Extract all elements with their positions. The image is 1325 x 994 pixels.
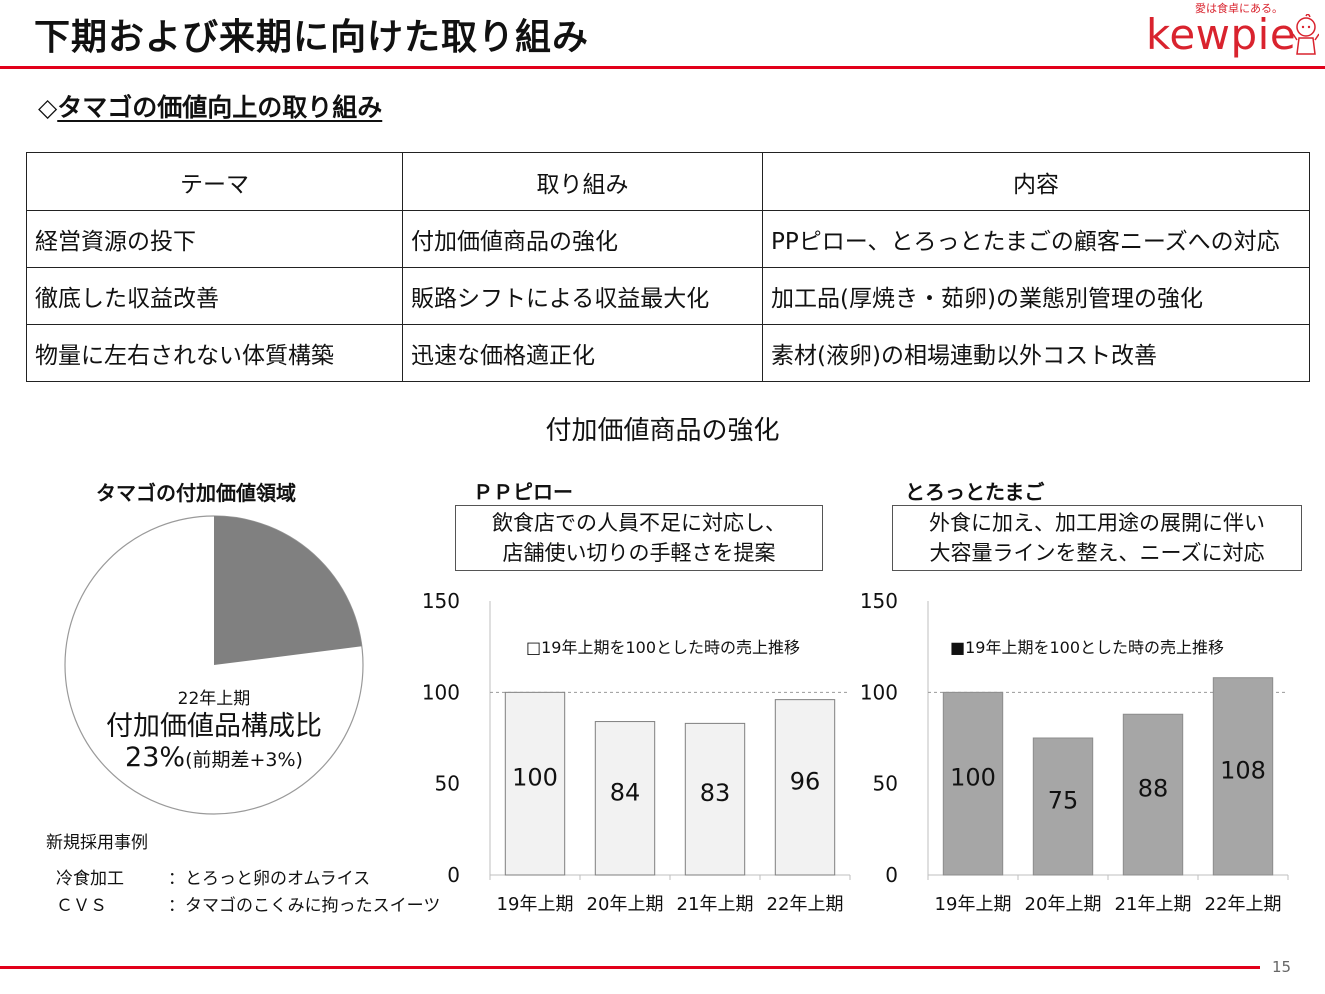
column-header-content: 内容 (762, 152, 1310, 211)
y-tick-label: 150 (422, 589, 460, 613)
x-tick-label: 19年上期 (935, 894, 1012, 915)
table-cell: 加工品(厚焼き・茹卵)の業態別管理の強化 (762, 267, 1310, 325)
bar-20年上期 (594, 721, 656, 876)
table-cell: 素材(液卵)の相場連動以外コスト改善 (762, 324, 1310, 382)
sub-heading: 付加価値商品の強化 (545, 416, 780, 446)
bar-22年上期 (1212, 677, 1274, 876)
kewpie-mascot-icon (1293, 14, 1319, 55)
data-label: 88 (1138, 775, 1169, 803)
x-tick-label: 20年上期 (587, 894, 664, 915)
table-row: 経営資源の投下 付加価値商品の強化 PPピロー、とろっとたまごの顧客ニーズへの対… (26, 210, 1310, 268)
data-label: 84 (610, 778, 641, 806)
case-separator: ： (168, 896, 185, 916)
y-tick-label: 100 (422, 680, 460, 704)
chart-description-line: 飲食店での人員不足に対応し、 (492, 511, 786, 535)
chart-description-line: 大容量ラインを整え、ニーズに対応 (929, 541, 1265, 565)
bar-20年上期 (1032, 737, 1094, 876)
page-number: 15 (1272, 958, 1292, 976)
table-cell: 付加価値商品の強化 (402, 210, 763, 268)
table-row: 徹底した収益改善 販路シフトによる収益最大化 加工品(厚焼き・茹卵)の業態別管理… (26, 267, 1310, 325)
legend-entry: ■19年上期を100とした時の売上推移 (950, 638, 1224, 657)
chart-title: とろっとたまご (905, 480, 1045, 504)
pie-slice-value-added (214, 516, 362, 665)
table-row: 物量に左右されない体質構築 迅速な価格適正化 素材(液卵)の相場連動以外コスト改… (26, 324, 1310, 382)
pp-pillow-bar-chart: 0 50 100 150 □19年上期を100とした時の売上推移 100 19年上期 84 20… (422, 589, 851, 915)
section-heading: ◇タマゴの価値向上の取り組み (38, 88, 382, 124)
table-cell: 経営資源の投下 (26, 210, 403, 268)
x-tick-label: 20年上期 (1025, 894, 1102, 915)
pie-ratio-value: 23%(前期差+3%) (64, 742, 364, 773)
diamond-marker-icon: ◇ (38, 93, 58, 122)
pie-period-label: 22年上期 (177, 689, 251, 709)
bar-21年上期 (1122, 713, 1184, 876)
y-tick-label: 50 (873, 772, 898, 796)
value-added-pie-chart (64, 515, 364, 815)
bar-19年上期 (504, 691, 566, 876)
chart-description-line: 外食に加え、加工用途の展開に伴い (929, 511, 1265, 535)
table-cell: 迅速な価格適正化 (402, 324, 763, 382)
pie-value-note: (前期差+3%) (185, 749, 303, 771)
case-key: 冷食加工 (56, 869, 124, 889)
x-tick-label: 21年上期 (1115, 894, 1192, 915)
data-label: 75 (1048, 787, 1079, 815)
chart-description-line: 店舗使い切りの手軽さを提案 (502, 541, 776, 565)
initiatives-table: テーマ 取り組み 内容 経営資源の投下 付加価値商品の強化 PPピロー、とろっと… (26, 152, 1310, 382)
column-header-theme: テーマ (26, 152, 403, 211)
logo-tagline: 愛は食卓にある。 (1195, 2, 1283, 15)
case-value: とろっと卵のオムライス (185, 869, 371, 889)
pie-value-number: 23% (125, 742, 186, 773)
bar-19年上期 (942, 691, 1004, 876)
case-key: ＣＶＳ (56, 896, 107, 916)
chart-title: ＰＰピロー (473, 480, 573, 504)
data-label: 100 (950, 764, 996, 792)
header-divider (0, 66, 1325, 69)
data-label: 83 (700, 779, 731, 807)
case-item: ＣＶＳ ：タマゴのこくみに拘ったスイーツ (56, 891, 440, 916)
cases-title: 新規採用事例 (46, 833, 148, 853)
table-cell: PPピロー、とろっとたまごの顧客ニーズへの対応 (762, 210, 1310, 268)
case-item: 冷食加工 ：とろっと卵のオムライス (56, 864, 370, 889)
column-header-initiative: 取り組み (402, 152, 763, 211)
x-tick-label: 22年上期 (767, 894, 844, 915)
x-tick-label: 22年上期 (1205, 894, 1282, 915)
table-cell: 販路シフトによる収益最大化 (402, 267, 763, 325)
torotto-tamago-bar-chart: 0 50 100 150 ■19年上期を100とした時の売上推移 100 19年上期 75 20… (860, 589, 1289, 915)
section-heading-text: タマゴの価値向上の取り組み (57, 93, 383, 122)
chart-description-box: 外食に加え、加工用途の展開に伴い 大容量ラインを整え、ニーズに対応 (892, 505, 1302, 571)
table-header-row: テーマ 取り組み 内容 (26, 152, 1310, 211)
data-label: 108 (1220, 756, 1266, 784)
y-tick-label: 50 (435, 772, 460, 796)
page-title: 下期および来期に向けた取り組み (34, 17, 590, 58)
table-cell: 物量に左右されない体質構築 (26, 324, 403, 382)
chart-description-box: 飲食店での人員不足に対応し、 店舗使い切りの手軽さを提案 (455, 505, 823, 571)
kewpie-logo: kewpie (1146, 10, 1297, 59)
y-tick-label: 100 (860, 680, 898, 704)
y-tick-label: 0 (447, 863, 460, 887)
bar-21年上期 (684, 722, 746, 876)
y-tick-label: 150 (860, 589, 898, 613)
x-tick-label: 19年上期 (497, 894, 574, 915)
x-tick-label: 21年上期 (677, 894, 754, 915)
case-value: タマゴのこくみに拘ったスイーツ (185, 896, 441, 916)
pie-title: タマゴの付加価値領域 (96, 481, 296, 505)
data-label: 96 (790, 767, 821, 795)
y-tick-label: 0 (885, 863, 898, 887)
table-cell: 徹底した収益改善 (26, 267, 403, 325)
bar-22年上期 (774, 699, 836, 876)
legend-entry: □19年上期を100とした時の売上推移 (526, 638, 800, 657)
pie-ratio-label: 付加価値品構成比 (106, 711, 322, 742)
footer-divider (0, 966, 1260, 969)
case-separator: ： (168, 869, 185, 889)
data-label: 100 (512, 764, 558, 792)
